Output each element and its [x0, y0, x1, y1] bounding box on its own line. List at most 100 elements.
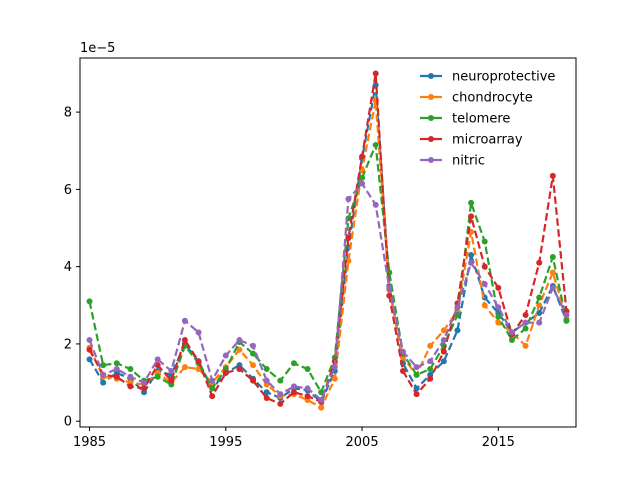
data-point [563, 311, 570, 318]
data-point [209, 393, 216, 400]
data-point [536, 294, 543, 301]
data-point [250, 362, 257, 369]
data-point [454, 304, 461, 311]
data-point [413, 364, 420, 371]
data-point [549, 269, 556, 276]
data-point [399, 348, 406, 355]
x-tick-label: 2005 [346, 435, 379, 450]
data-point [277, 400, 284, 407]
data-point [195, 358, 202, 365]
data-point [304, 385, 311, 392]
data-point [113, 373, 120, 380]
data-point [386, 292, 393, 299]
y-tick-label: 0 [64, 415, 72, 430]
data-point [181, 364, 188, 371]
legend-entry-microarray: microarray [420, 133, 523, 148]
data-point [86, 298, 93, 305]
data-point [250, 377, 257, 384]
data-point [508, 337, 515, 344]
data-point [277, 377, 284, 384]
data-point [209, 385, 216, 392]
data-point [250, 342, 257, 349]
legend-marker [428, 73, 434, 79]
data-point [563, 317, 570, 324]
data-point [549, 253, 556, 260]
data-point [236, 337, 243, 344]
data-point [304, 393, 311, 400]
data-point [536, 310, 543, 317]
data-point [386, 284, 393, 291]
data-point [536, 259, 543, 266]
data-point [359, 153, 366, 160]
data-point [413, 391, 420, 398]
data-point [127, 373, 134, 380]
data-point [440, 327, 447, 334]
data-point [427, 358, 434, 365]
data-point [331, 364, 338, 371]
data-point [236, 346, 243, 353]
data-point [454, 327, 461, 334]
legend-marker [428, 157, 434, 163]
legend-label: chondrocyte [452, 91, 533, 106]
y-axis-offset-text: 1e−5 [80, 41, 115, 56]
data-point [522, 342, 529, 349]
plot-area-frame [79, 57, 577, 428]
data-point [495, 304, 502, 311]
data-point [141, 379, 148, 386]
data-point [536, 302, 543, 309]
axes: 1985 1995 2005 2015 0 2 4 6 8 [64, 106, 515, 450]
data-point [359, 174, 366, 181]
data-point [100, 371, 107, 378]
data-point [495, 313, 502, 320]
data-point [481, 302, 488, 309]
legend-entry-neuroprotective: neuroprotective [420, 70, 555, 85]
x-tick-label: 1985 [73, 435, 106, 450]
data-point [345, 234, 352, 241]
data-point [222, 369, 229, 376]
data-point [536, 319, 543, 326]
data-point [318, 396, 325, 403]
y-tick-label: 6 [64, 183, 72, 198]
data-point [372, 141, 379, 148]
data-point [440, 348, 447, 355]
legend: neuroprotective chondrocyte telomere microa… [420, 70, 555, 169]
y-tick-label: 4 [64, 260, 72, 275]
data-point [522, 319, 529, 326]
legend-entry-telomere: telomere [420, 112, 510, 127]
data-point [481, 281, 488, 288]
y-tick-label: 2 [64, 337, 72, 352]
data-point [222, 352, 229, 359]
data-point [127, 366, 134, 373]
data-point [508, 329, 515, 336]
data-point [263, 377, 270, 384]
data-point [481, 238, 488, 245]
legend-label: telomere [452, 112, 510, 127]
data-point [468, 252, 475, 259]
data-point [154, 356, 161, 363]
data-point [290, 389, 297, 396]
data-point [100, 379, 107, 386]
data-point [468, 259, 475, 266]
data-point [345, 257, 352, 264]
data-point [263, 395, 270, 402]
legend-marker [428, 94, 434, 100]
data-point [236, 366, 243, 373]
data-point [318, 404, 325, 411]
data-point [100, 362, 107, 369]
data-point [481, 263, 488, 270]
data-point [277, 391, 284, 398]
data-point [195, 329, 202, 336]
data-point [522, 311, 529, 318]
data-point [86, 346, 93, 353]
data-point [127, 383, 134, 390]
legend-entry-nitric: nitric [420, 154, 485, 169]
data-point [181, 337, 188, 344]
data-point [209, 377, 216, 384]
data-point [345, 196, 352, 203]
data-point [250, 350, 257, 357]
data-point [440, 358, 447, 365]
data-point [468, 199, 475, 206]
data-point [168, 367, 175, 374]
legend-label: microarray [452, 133, 523, 148]
